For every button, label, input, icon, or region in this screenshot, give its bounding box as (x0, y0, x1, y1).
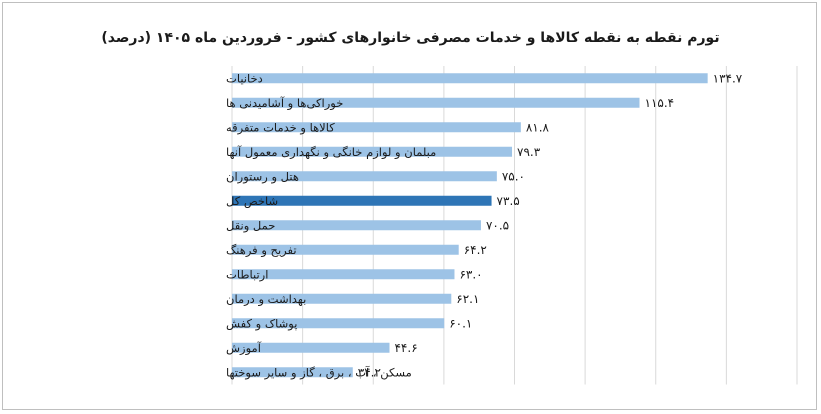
data-label: ۱۱۵.۴ (645, 96, 675, 110)
bar (232, 73, 708, 84)
bar (232, 171, 497, 182)
category-label: خوراکی‌ها و آشامیدنی ها (226, 96, 343, 111)
bar (232, 367, 353, 378)
bar (232, 220, 481, 231)
category-label: تفریح و فرهنگ (226, 243, 297, 258)
value-labels: ۱۳۴.۷ ۱۱۵.۴ ۸۱.۸ ۷۹.۳ ۷۵.۰ ۷۳.۵ ۷۰.۵ ۶۴.۲ ۶۳.۰ ۶۲… (358, 71, 743, 379)
bar (232, 146, 513, 157)
bar (232, 97, 640, 108)
chart-title: تورم نقطه به نقطه کالاها و خدمات مصرفی خ… (101, 30, 720, 46)
data-label: ۸۱.۸ (526, 120, 550, 134)
bar (232, 269, 455, 280)
category-label: ارتباطات (226, 267, 268, 282)
data-label: ۶۲.۱ (456, 292, 479, 306)
data-label: ۶۰.۱ (449, 316, 472, 330)
bar (232, 318, 445, 329)
bar (232, 293, 452, 304)
category-label: مبلمان و لوازم خانگی و نگهداری معمول آنه… (226, 145, 436, 160)
category-label: کالاها و خدمات متفرقه (226, 120, 335, 135)
bar (232, 195, 492, 206)
category-label: مسکن ، آب ، برق ، گاز و سایر سوختها (226, 365, 412, 380)
category-label: بهداشت و درمان (226, 292, 306, 307)
data-label: ۴۴.۶ (394, 341, 417, 355)
data-label: ۶۴.۲ (464, 243, 487, 257)
category-label: حمل ونقل (226, 218, 275, 233)
data-label: ۶۳.۰ (459, 267, 482, 281)
data-label: ۷۵.۰ (502, 169, 525, 183)
category-labels: دخانیات خوراکی‌ها و آشامیدنی ها کالاها و خ… (226, 71, 436, 380)
bar (232, 122, 521, 133)
data-label: ۷۹.۳ (517, 145, 541, 159)
data-label: ۷۳.۵ (497, 194, 520, 208)
bar (232, 244, 459, 255)
data-label: ۷۰.۵ (486, 218, 509, 232)
bars (232, 73, 708, 378)
data-label: ۱۳۴.۷ (713, 71, 743, 85)
category-label: آموزش (226, 341, 262, 356)
chart-frame (2, 2, 817, 410)
category-label: پوشاک و کفش (226, 316, 297, 331)
data-label: ۳۴.۲ (358, 365, 381, 379)
category-label: شاخص کل (226, 194, 278, 209)
bar (232, 342, 390, 353)
category-label: دخانیات (226, 71, 263, 85)
category-label: هتل و رستوران (226, 169, 299, 184)
